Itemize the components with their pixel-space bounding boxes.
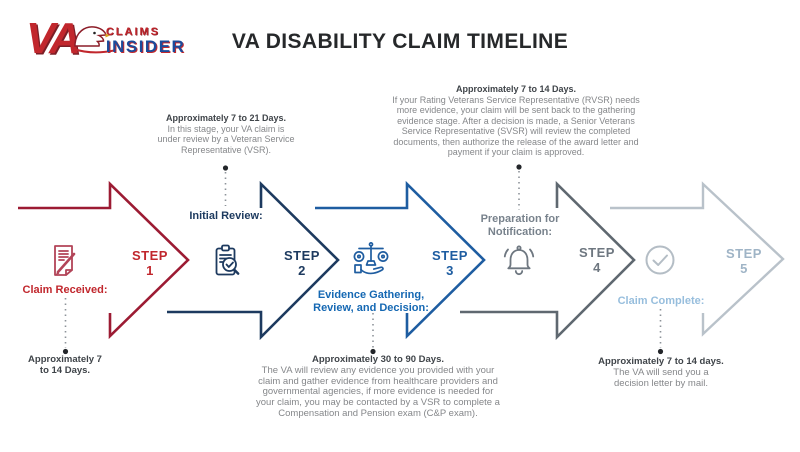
stage-label-evidence-gathering: Evidence Gathering, Review, and Decision…	[313, 289, 429, 314]
step-3-arrow	[315, 180, 486, 340]
step-word: STEP	[726, 246, 762, 261]
step-5-connector-dot	[657, 348, 664, 355]
step-3-note: Approximately 30 to 90 Days. The VA will…	[253, 354, 503, 420]
step-5-arrow	[610, 181, 785, 337]
bell-icon	[503, 245, 535, 276]
step-1-connector-dot	[62, 348, 69, 355]
scales-hand-icon	[353, 242, 389, 275]
step-5-note: Approximately 7 to 14 days. The VA will …	[595, 356, 727, 389]
step-2-arrow	[167, 180, 340, 341]
step-1-note: Approximately 7 to 14 Days.	[28, 354, 102, 376]
note-title: Approximately 7 to 21 Days.	[165, 113, 287, 123]
check-circle-icon	[645, 245, 675, 275]
step-word: STEP	[432, 248, 468, 263]
step-2-connector-dot	[222, 165, 229, 171]
step-number: 4	[593, 259, 601, 275]
step-3-badge: STEP 3	[420, 248, 480, 278]
step-word: STEP	[284, 248, 320, 263]
step-2-badge: STEP 2	[272, 248, 332, 278]
note-title: Approximately 30 to 90 Days.	[312, 354, 444, 365]
note-title: Approximately 7 to 14 Days.	[455, 84, 577, 94]
step-number: 1	[146, 262, 154, 278]
logo-va-text: VA	[26, 14, 81, 63]
note-body: In this stage, your VA claim is under re…	[157, 123, 295, 155]
step-word: STEP	[132, 248, 168, 263]
note-body: The VA will review any evidence you prov…	[256, 364, 500, 419]
step-2-note: Approximately 7 to 21 Days. In this stag…	[157, 113, 295, 155]
step-number: 3	[446, 262, 454, 278]
step-4-arrow	[460, 180, 636, 341]
note-title: Approximately 7 to 14 days.	[598, 356, 724, 367]
stage-label-claim-complete: Claim Complete:	[617, 295, 705, 307]
step-3-connector-dot	[370, 348, 376, 355]
page-title: VA DISABILITY CLAIM TIMELINE	[231, 30, 569, 53]
step-number: 5	[740, 260, 748, 276]
stage-label-initial-review: Initial Review:	[189, 210, 263, 222]
stage-label-claim-received: Claim Received:	[22, 284, 108, 296]
step-4-connector-dot	[516, 164, 522, 170]
va-claims-insider-logo: VA CLAIMS INSIDER	[26, 14, 185, 64]
step-4-badge: STEP 4	[567, 245, 627, 275]
note-title: Approximately 7 to 14 Days.	[28, 354, 102, 376]
note-body: If your Rating Veterans Service Represen…	[392, 94, 640, 158]
step-4-note: Approximately 7 to 14 Days. If your Rati…	[390, 84, 642, 158]
note-body: The VA will send you a decision letter b…	[613, 367, 709, 389]
step-1-arrow	[18, 180, 190, 340]
logo-claims-text: CLAIMS	[105, 25, 161, 38]
step-5-badge: STEP 5	[714, 246, 774, 276]
clipboard-magnifier-icon	[215, 244, 240, 276]
step-number: 2	[298, 262, 306, 278]
step-1-badge: STEP 1	[120, 248, 180, 278]
stage-label-preparation-notification: Preparation for Notification:	[480, 213, 560, 238]
eagle-icon	[73, 26, 114, 54]
step-word: STEP	[579, 245, 615, 260]
logo-insider-text: INSIDER	[105, 36, 186, 56]
document-pencil-icon	[54, 245, 76, 276]
